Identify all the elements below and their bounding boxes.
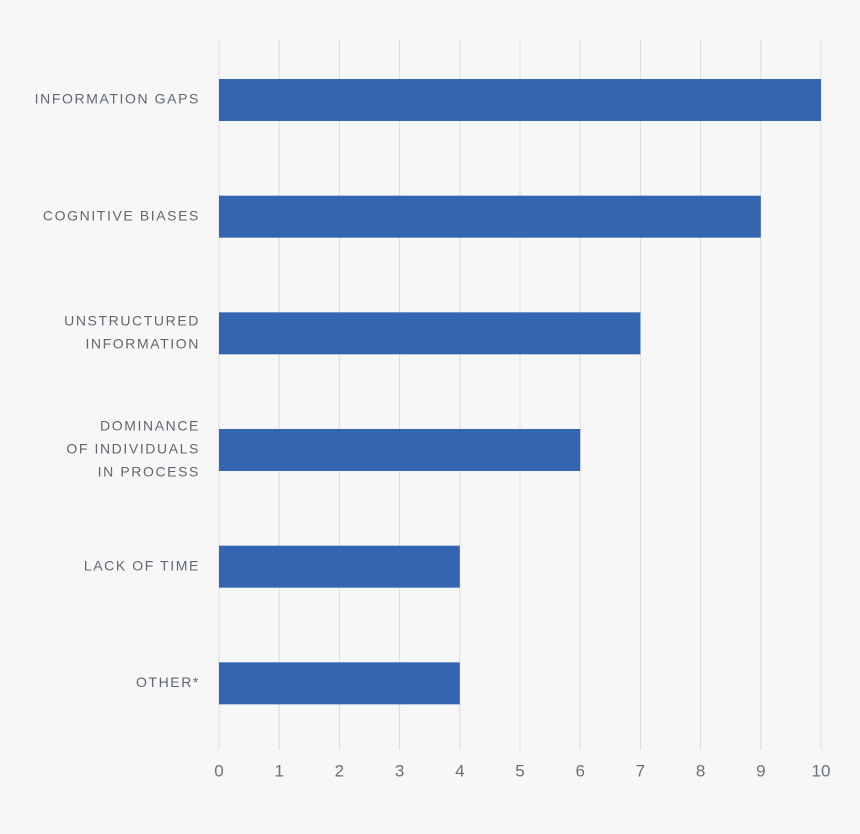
y-category-label: UNSTRUCTURED bbox=[64, 313, 200, 329]
x-tick-label: 9 bbox=[756, 761, 765, 780]
x-tick-label: 10 bbox=[812, 761, 831, 780]
y-category-label: OF INDIVIDUALS bbox=[66, 441, 200, 457]
x-tick-label: 5 bbox=[515, 761, 524, 780]
x-tick-label: 1 bbox=[274, 761, 283, 780]
y-category-label: IN PROCESS bbox=[98, 464, 200, 480]
x-tick-label: 4 bbox=[455, 761, 464, 780]
x-tick-label: 7 bbox=[636, 761, 645, 780]
bar bbox=[219, 545, 460, 588]
y-category-label: INFORMATION bbox=[85, 336, 200, 352]
y-category-label: OTHER* bbox=[136, 674, 200, 690]
y-category-label: DOMINANCE bbox=[100, 418, 200, 434]
x-tick-label: 8 bbox=[696, 761, 705, 780]
x-tick-label: 3 bbox=[395, 761, 404, 780]
bar bbox=[219, 79, 821, 121]
x-tick-label: 2 bbox=[335, 761, 344, 780]
y-category-label: INFORMATION GAPS bbox=[35, 91, 200, 107]
bar bbox=[219, 662, 460, 705]
y-category-label: LACK OF TIME bbox=[84, 557, 200, 573]
x-tick-label: 0 bbox=[214, 761, 223, 780]
bar bbox=[219, 195, 761, 238]
bar bbox=[219, 429, 581, 471]
y-category-label: COGNITIVE BIASES bbox=[43, 207, 200, 223]
bar bbox=[219, 312, 641, 355]
x-tick-label: 6 bbox=[575, 761, 584, 780]
